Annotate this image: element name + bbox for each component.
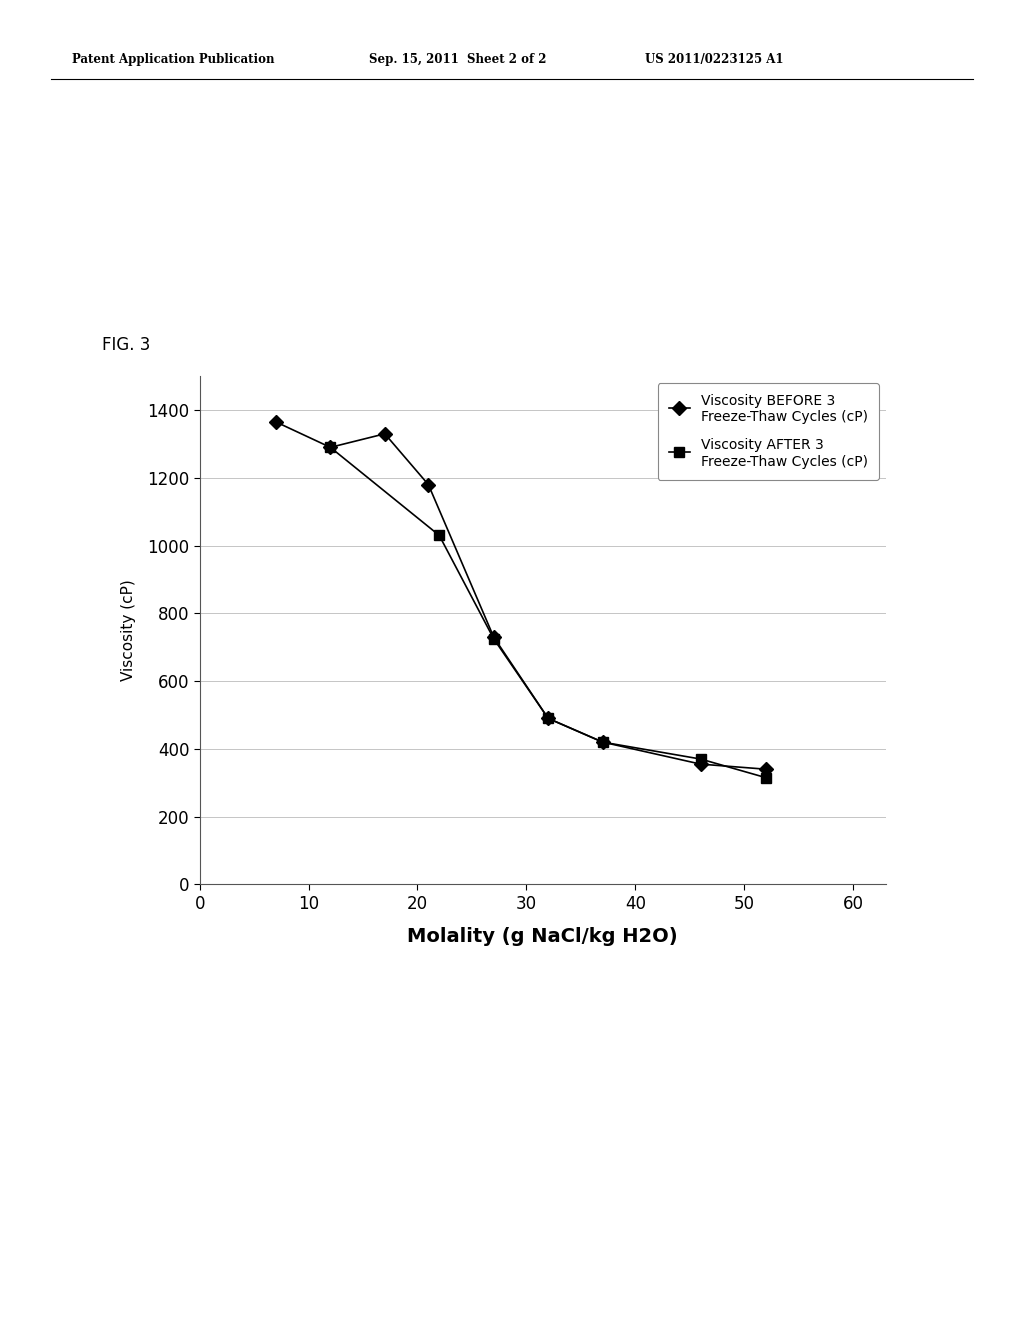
Line: Viscosity BEFORE 3
Freeze-Thaw Cycles (cP): Viscosity BEFORE 3 Freeze-Thaw Cycles (c… [271,417,771,774]
Viscosity BEFORE 3
Freeze-Thaw Cycles (cP) [487,630,500,645]
Viscosity BEFORE 3
Freeze-Thaw Cycles (cP) [379,426,391,442]
Y-axis label: Viscosity (cP): Viscosity (cP) [121,579,136,681]
Line: Viscosity AFTER 3
Freeze-Thaw Cycles (cP): Viscosity AFTER 3 Freeze-Thaw Cycles (cP… [326,442,771,783]
Viscosity AFTER 3
Freeze-Thaw Cycles (cP) [433,528,445,544]
Viscosity AFTER 3
Freeze-Thaw Cycles (cP) [487,631,500,647]
Viscosity BEFORE 3
Freeze-Thaw Cycles (cP) [596,734,608,750]
Text: Sep. 15, 2011  Sheet 2 of 2: Sep. 15, 2011 Sheet 2 of 2 [369,53,546,66]
Text: FIG. 3: FIG. 3 [102,335,151,354]
Text: Patent Application Publication: Patent Application Publication [72,53,274,66]
Viscosity BEFORE 3
Freeze-Thaw Cycles (cP) [269,414,282,430]
Viscosity AFTER 3
Freeze-Thaw Cycles (cP) [325,440,337,455]
Viscosity BEFORE 3
Freeze-Thaw Cycles (cP) [422,477,434,492]
Viscosity AFTER 3
Freeze-Thaw Cycles (cP) [542,710,554,726]
Text: US 2011/0223125 A1: US 2011/0223125 A1 [645,53,783,66]
Legend: Viscosity BEFORE 3
Freeze-Thaw Cycles (cP), Viscosity AFTER 3
Freeze-Thaw Cycles: Viscosity BEFORE 3 Freeze-Thaw Cycles (c… [657,383,879,479]
Viscosity BEFORE 3
Freeze-Thaw Cycles (cP) [325,440,337,455]
X-axis label: Molality (g NaCl/kg H2O): Molality (g NaCl/kg H2O) [408,927,678,945]
Viscosity AFTER 3
Freeze-Thaw Cycles (cP) [760,770,772,785]
Viscosity BEFORE 3
Freeze-Thaw Cycles (cP) [694,756,707,772]
Viscosity AFTER 3
Freeze-Thaw Cycles (cP) [596,734,608,750]
Viscosity AFTER 3
Freeze-Thaw Cycles (cP) [694,751,707,767]
Viscosity BEFORE 3
Freeze-Thaw Cycles (cP) [542,710,554,726]
Viscosity BEFORE 3
Freeze-Thaw Cycles (cP) [760,762,772,777]
